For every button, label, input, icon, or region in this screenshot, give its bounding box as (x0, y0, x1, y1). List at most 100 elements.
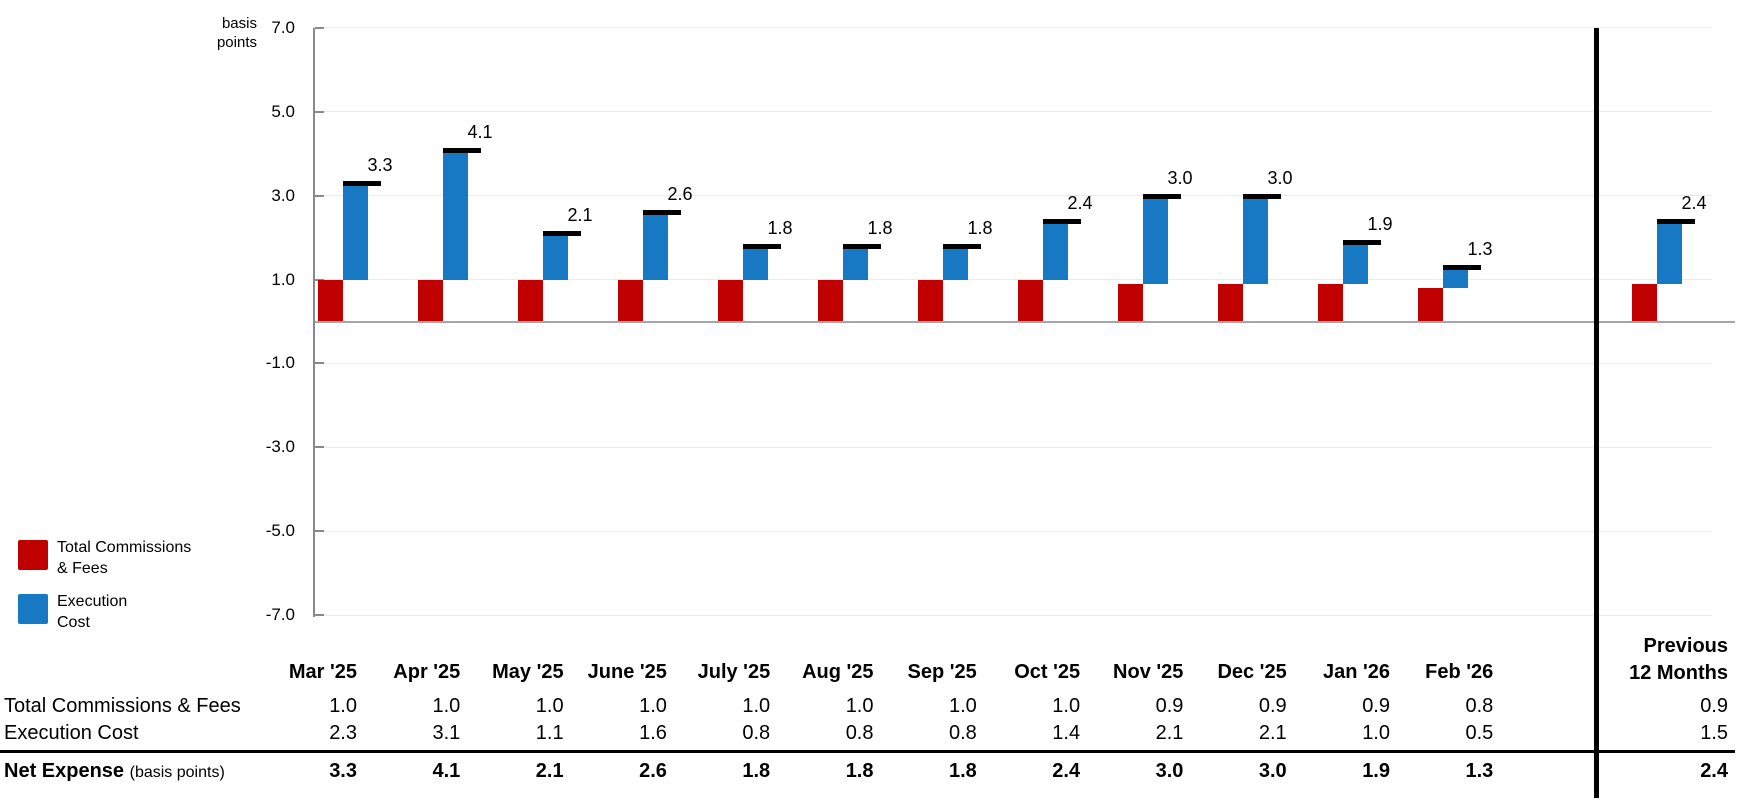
y-axis-label: 1.0 (271, 269, 295, 289)
bar-value-label: 2.4 (1067, 192, 1093, 213)
net-expense-marker (1343, 239, 1381, 245)
gridline (313, 446, 1712, 448)
table-cell-net: 1.3 (1465, 760, 1494, 782)
y-axis-label: -5.0 (265, 521, 295, 541)
bar-execution-cost (843, 246, 868, 280)
table-cell: 1.0 (329, 695, 357, 717)
zero-axis-line (313, 320, 1735, 323)
gridline (313, 111, 1712, 113)
y-axis-tick (315, 194, 324, 197)
y-axis-unit-line1: basis (221, 15, 257, 32)
table-cell-net: 1.8 (948, 760, 977, 782)
y-axis-tick (315, 530, 324, 533)
bar-value-label: 3.3 (367, 155, 393, 176)
table-header-month: Nov '25 (1113, 661, 1184, 683)
table-cell-net: 1.9 (1362, 760, 1390, 782)
y-axis-unit-line2: points (216, 34, 257, 51)
table-cell: 2.1 (1155, 722, 1184, 744)
table-cell-net: 3.0 (1258, 760, 1287, 782)
bar-total-commissions-fees (1318, 283, 1343, 322)
legend-label-commissions: Total Commissions & Fees (57, 537, 191, 579)
bar-value-label: 4.1 (467, 121, 493, 142)
table-header-month: Dec '25 (1217, 661, 1287, 683)
bar-total-commissions-fees (518, 279, 543, 322)
table-cell: 1.0 (535, 695, 564, 717)
net-expense-marker (343, 181, 381, 187)
bar-total-commissions-fees (1218, 283, 1243, 322)
bar-value-label: 2.6 (667, 184, 693, 205)
net-expense-marker (943, 244, 981, 250)
table-cell: 0.8 (845, 722, 874, 744)
bar-execution-cost (443, 149, 468, 280)
bar-value-label: 1.9 (1367, 213, 1393, 234)
table-row-label: Total Commissions & Fees (4, 695, 241, 717)
table-cell: 0.8 (742, 722, 771, 744)
legend-label-commissions-line2: & Fees (57, 560, 108, 577)
y-axis-tick (315, 26, 324, 29)
net-expense-separator-line (0, 750, 1735, 753)
y-axis-tick (315, 446, 324, 449)
y-axis-label: -3.0 (265, 437, 295, 457)
gridline (313, 27, 1712, 29)
table-cell-net: 2.1 (535, 760, 564, 782)
bar-value-label: 2.1 (567, 205, 593, 226)
table-row-label: Execution Cost (4, 722, 139, 744)
table-cell: 3.1 (432, 722, 461, 744)
bar-total-commissions-fees (918, 279, 943, 322)
table-header-month: Oct '25 (1014, 661, 1081, 683)
bar-value-label: 2.4 (1681, 192, 1707, 213)
gridline (313, 614, 1712, 616)
table-cell-net: 3.0 (1155, 760, 1184, 782)
net-expense-marker (743, 244, 781, 250)
table-cell: 1.0 (432, 695, 461, 717)
bar-execution-cost (1143, 195, 1168, 284)
table-header-month: Aug '25 (802, 661, 874, 683)
bar-execution-cost (1443, 266, 1468, 288)
table-header-month: Feb '26 (1425, 661, 1494, 683)
net-expense-marker (1243, 193, 1281, 199)
gridline (313, 530, 1712, 532)
table-header-month: Apr '25 (393, 661, 461, 683)
table-cell-net: 2.6 (639, 760, 667, 782)
net-expense-label-text: Net Expense (4, 760, 125, 782)
bar-value-label: 1.3 (1467, 238, 1493, 259)
table-cell-net: 4.1 (432, 760, 461, 782)
table-cell-net: 1.8 (845, 760, 874, 782)
net-expense-marker (1443, 264, 1481, 270)
bar-execution-cost (643, 212, 668, 280)
y-axis-tick (315, 362, 324, 365)
bar-execution-cost (1243, 195, 1268, 284)
table-cell-net: 2.4 (1052, 760, 1081, 782)
table-cell: 0.9 (1362, 695, 1390, 717)
y-axis-unit-label: basis points (137, 14, 257, 52)
table-header-month: Mar '25 (288, 661, 357, 683)
bar-total-commissions-fees (1632, 283, 1657, 322)
table-header-previous-line2: 12 Months (1629, 662, 1728, 684)
y-axis-label: 7.0 (271, 17, 295, 37)
table-header-previous-line1: Previous (1643, 635, 1728, 657)
table-cell: 2.3 (329, 722, 357, 744)
table-cell: 2.1 (1258, 722, 1287, 744)
table-cell: 0.8 (1465, 695, 1494, 717)
gridline (313, 195, 1712, 197)
bar-value-label: 1.8 (867, 218, 893, 239)
table-cell-net: 3.3 (329, 760, 357, 782)
bar-execution-cost (943, 246, 968, 280)
table-cell: 1.0 (742, 695, 771, 717)
net-expense-marker (643, 210, 681, 216)
table-header-month: May '25 (492, 661, 564, 683)
table-header-month: Jan '26 (1322, 661, 1390, 683)
table-cell: 1.6 (639, 722, 667, 744)
legend-swatch-commissions (18, 540, 48, 570)
table-cell: 1.0 (1052, 695, 1081, 717)
bar-value-label: 3.0 (1267, 167, 1293, 188)
gridline (313, 279, 1712, 281)
table-cell-net-previous: 2.4 (1700, 760, 1728, 782)
bar-execution-cost (743, 246, 768, 280)
bar-value-label: 1.8 (767, 218, 793, 239)
bar-total-commissions-fees (1418, 287, 1443, 322)
table-cell: 1.4 (1052, 722, 1081, 744)
